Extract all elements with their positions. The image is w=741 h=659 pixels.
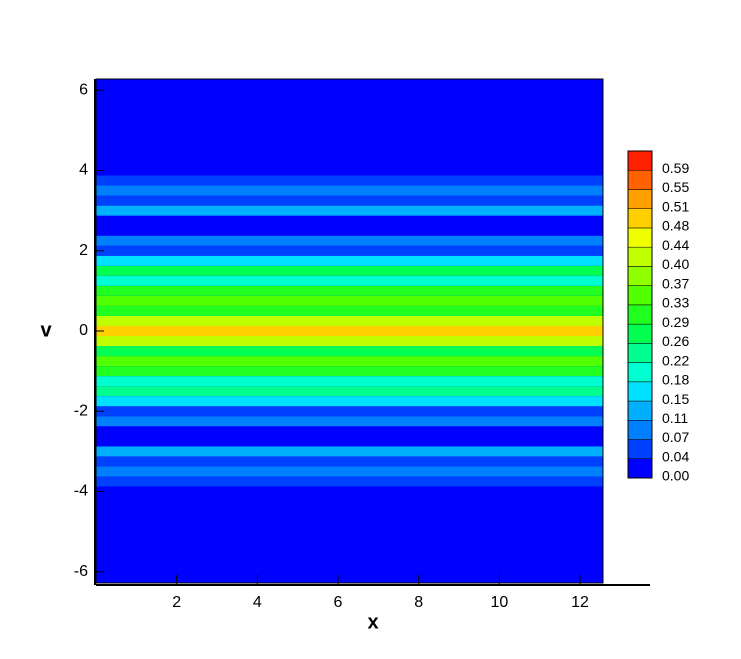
field-band bbox=[96, 265, 603, 276]
field-band bbox=[96, 386, 603, 397]
colorbar-label: 0.44 bbox=[662, 237, 689, 253]
colorbar-label: 0.15 bbox=[662, 391, 689, 407]
colorbar-swatch bbox=[627, 400, 653, 421]
field-band bbox=[96, 305, 603, 316]
y-tick-label: 4 bbox=[79, 162, 88, 179]
field-band bbox=[96, 406, 603, 417]
field-band bbox=[96, 336, 603, 347]
field-band bbox=[96, 245, 603, 256]
field-band bbox=[96, 205, 603, 216]
colorbar-label: 0.26 bbox=[662, 333, 689, 349]
field-band bbox=[96, 426, 603, 437]
field-band bbox=[96, 446, 603, 457]
colorbar-label: 0.11 bbox=[662, 410, 688, 426]
field-band bbox=[96, 255, 603, 266]
field-band bbox=[96, 185, 603, 196]
colorbar-swatch bbox=[627, 304, 653, 325]
colorbar-swatch bbox=[627, 227, 653, 248]
colorbar-swatch bbox=[627, 208, 653, 229]
field-band bbox=[96, 285, 603, 296]
field-band bbox=[96, 275, 603, 286]
y-tick-label: -6 bbox=[74, 563, 88, 580]
field-band bbox=[96, 295, 603, 306]
colorbar-label: 0.48 bbox=[662, 218, 689, 234]
colorbar-swatch bbox=[627, 362, 653, 383]
field-band bbox=[96, 195, 603, 206]
colorbar-swatch bbox=[627, 381, 653, 402]
colorbar-swatch bbox=[627, 323, 653, 344]
colorbar-label: 0.51 bbox=[662, 198, 689, 214]
y-tick-label: -2 bbox=[74, 402, 88, 419]
field-band bbox=[96, 315, 603, 326]
colorbar-label: 0.07 bbox=[662, 429, 689, 445]
x-tick-label: 2 bbox=[172, 594, 181, 611]
colorbar-label: 0.18 bbox=[662, 372, 689, 388]
colorbar-label: 0.22 bbox=[662, 352, 689, 368]
x-tick-label: 6 bbox=[334, 594, 343, 611]
x-axis-title: x bbox=[367, 611, 378, 633]
colorbar-frame bbox=[627, 150, 653, 479]
x-tick-label: 10 bbox=[490, 594, 508, 611]
colorbar-swatch bbox=[627, 420, 653, 440]
colorbar-label: 0.59 bbox=[662, 160, 689, 176]
x-tick-label: 4 bbox=[253, 594, 262, 611]
colorbar-label: 0.37 bbox=[662, 275, 689, 291]
y-tick-label: 6 bbox=[79, 81, 88, 98]
colorbar-label: 0.55 bbox=[662, 179, 689, 195]
y-tick-label: 2 bbox=[79, 242, 88, 259]
colorbar-label: 0.33 bbox=[662, 295, 689, 311]
colorbar-swatch bbox=[627, 266, 653, 286]
field-band bbox=[96, 235, 603, 246]
x-tick-label: 12 bbox=[571, 594, 589, 611]
colorbar-swatch bbox=[627, 150, 653, 171]
field-band bbox=[96, 325, 603, 337]
field-band bbox=[96, 456, 603, 467]
colorbar: 0.00 0.04 0.07 0.11 0.15 0.18 0.22 0.26 0.29 0.33… bbox=[627, 150, 689, 484]
y-tick-label: -4 bbox=[74, 483, 88, 500]
field-band bbox=[96, 466, 603, 477]
colorbar-swatch bbox=[627, 246, 653, 267]
colorbar-swatch bbox=[627, 189, 653, 209]
y-axis-title: v bbox=[40, 319, 52, 341]
x-tick-label: 8 bbox=[414, 594, 423, 611]
field-band bbox=[96, 366, 603, 377]
colorbar-label: 0.29 bbox=[662, 314, 689, 330]
colorbar-swatch bbox=[627, 285, 653, 306]
field-band bbox=[96, 175, 603, 186]
colorbar-swatch bbox=[627, 439, 653, 460]
colorbar-swatch bbox=[627, 458, 653, 479]
field-band bbox=[96, 416, 603, 427]
field-band bbox=[96, 396, 603, 407]
colorbar-label: 0.04 bbox=[662, 448, 689, 464]
colorbar-label: 0.40 bbox=[662, 256, 689, 272]
field-band bbox=[96, 165, 603, 176]
field-band bbox=[96, 486, 603, 497]
colorbar-swatch bbox=[627, 169, 653, 190]
colorbar-label: 0.00 bbox=[662, 468, 689, 484]
field-band bbox=[96, 215, 603, 226]
field-band bbox=[96, 476, 603, 487]
field-band bbox=[96, 346, 603, 357]
field-band bbox=[96, 225, 603, 236]
colorbar-swatch bbox=[627, 343, 653, 363]
field-band bbox=[96, 356, 603, 367]
field-band bbox=[96, 376, 603, 387]
y-tick-label: 0 bbox=[79, 322, 88, 339]
field-band bbox=[96, 436, 603, 447]
